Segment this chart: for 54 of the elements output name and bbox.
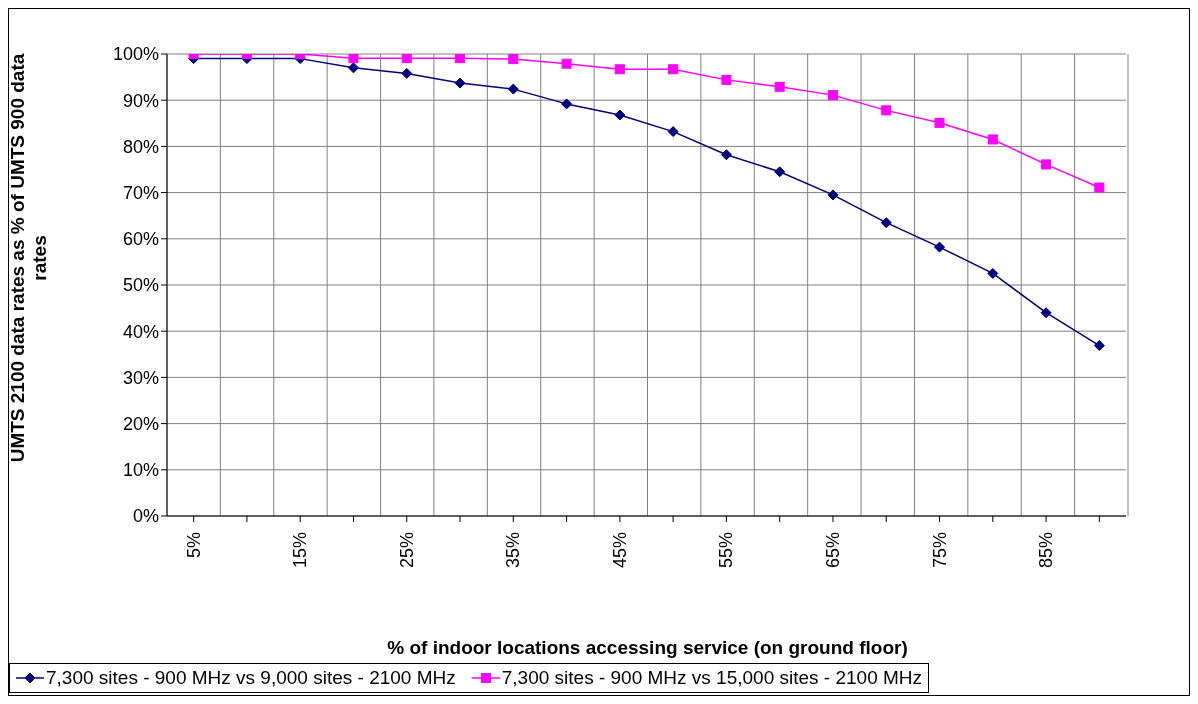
point — [827, 90, 838, 101]
x-tick-label: 25% — [396, 532, 417, 569]
point — [507, 83, 519, 95]
point — [1094, 182, 1105, 193]
y-tick-label: 80% — [122, 136, 159, 157]
x-tick-label: 75% — [929, 532, 950, 569]
point — [880, 217, 892, 229]
y-tick-label: 40% — [122, 321, 159, 342]
x-tick-label: 35% — [503, 532, 524, 569]
y-tick-label: 60% — [122, 229, 159, 250]
point — [667, 126, 679, 138]
point — [881, 105, 892, 116]
point — [774, 166, 786, 178]
point — [774, 81, 785, 92]
point — [721, 74, 732, 85]
point — [455, 54, 466, 64]
point — [614, 64, 625, 75]
legend-label: 7,300 sites - 900 MHz vs 15,000 sites - 2100 MHz — [501, 667, 923, 689]
point — [1041, 159, 1052, 170]
legend-label: 7,300 sites - 900 MHz vs 9,000 sites - 2100 MHz — [46, 667, 456, 689]
point — [1093, 340, 1105, 352]
y-tick-label: 0% — [132, 506, 159, 527]
point — [934, 241, 946, 253]
y-tick-label: 70% — [122, 182, 159, 203]
point — [1040, 307, 1052, 319]
point — [720, 149, 732, 161]
point — [348, 54, 359, 64]
x-tick-label: 45% — [609, 532, 630, 569]
y-tick-label: 100% — [112, 44, 159, 65]
x-tick-label: 5% — [183, 532, 204, 559]
point — [614, 109, 626, 121]
point — [561, 58, 572, 69]
point — [934, 117, 945, 128]
point — [347, 62, 359, 74]
point — [827, 189, 839, 201]
x-tick-label: 55% — [716, 532, 737, 569]
point — [668, 64, 679, 75]
point — [561, 98, 573, 110]
point — [987, 267, 999, 279]
point — [987, 134, 998, 145]
y-tick-label: 30% — [122, 367, 159, 388]
point — [508, 54, 519, 65]
x-tick-label: 65% — [822, 532, 843, 569]
y-axis-title: UMTS 2100 data rates as % of UMTS 900 data rates — [7, 52, 51, 465]
x-axis-title: % of indoor locations accessing service (on ground floor) — [386, 637, 909, 659]
y-tick-label: 10% — [122, 460, 159, 481]
y-tick-label: 20% — [122, 413, 159, 434]
y-tick-label: 50% — [122, 275, 159, 296]
x-tick-label: 15% — [290, 532, 311, 569]
x-tick-label: 85% — [1036, 532, 1057, 569]
y-tick-label: 90% — [122, 90, 159, 111]
point — [401, 54, 412, 64]
point — [401, 67, 413, 79]
point — [454, 77, 466, 89]
